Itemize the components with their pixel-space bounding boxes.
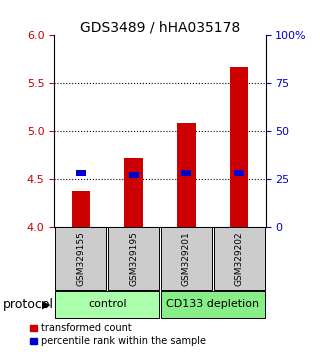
FancyBboxPatch shape xyxy=(108,227,159,290)
Text: CD133 depletion: CD133 depletion xyxy=(166,299,260,309)
FancyBboxPatch shape xyxy=(161,227,212,290)
Text: GSM329195: GSM329195 xyxy=(129,231,138,286)
Bar xyxy=(177,123,196,227)
Bar xyxy=(129,172,139,178)
Bar xyxy=(124,158,143,227)
Text: control: control xyxy=(88,299,126,309)
Text: GSM329201: GSM329201 xyxy=(182,231,191,286)
Legend: transformed count, percentile rank within the sample: transformed count, percentile rank withi… xyxy=(30,324,206,346)
FancyBboxPatch shape xyxy=(161,291,265,318)
Text: ▶: ▶ xyxy=(42,299,51,309)
FancyBboxPatch shape xyxy=(55,227,106,290)
Text: GSM329202: GSM329202 xyxy=(235,231,244,286)
Title: GDS3489 / hHA035178: GDS3489 / hHA035178 xyxy=(80,20,240,34)
Text: GSM329155: GSM329155 xyxy=(76,231,85,286)
Text: protocol: protocol xyxy=(3,298,54,311)
FancyBboxPatch shape xyxy=(55,291,159,318)
Bar xyxy=(234,170,244,176)
Bar xyxy=(76,170,86,176)
FancyBboxPatch shape xyxy=(214,227,265,290)
Bar xyxy=(72,191,90,227)
Bar xyxy=(181,170,191,176)
Bar xyxy=(230,67,248,227)
